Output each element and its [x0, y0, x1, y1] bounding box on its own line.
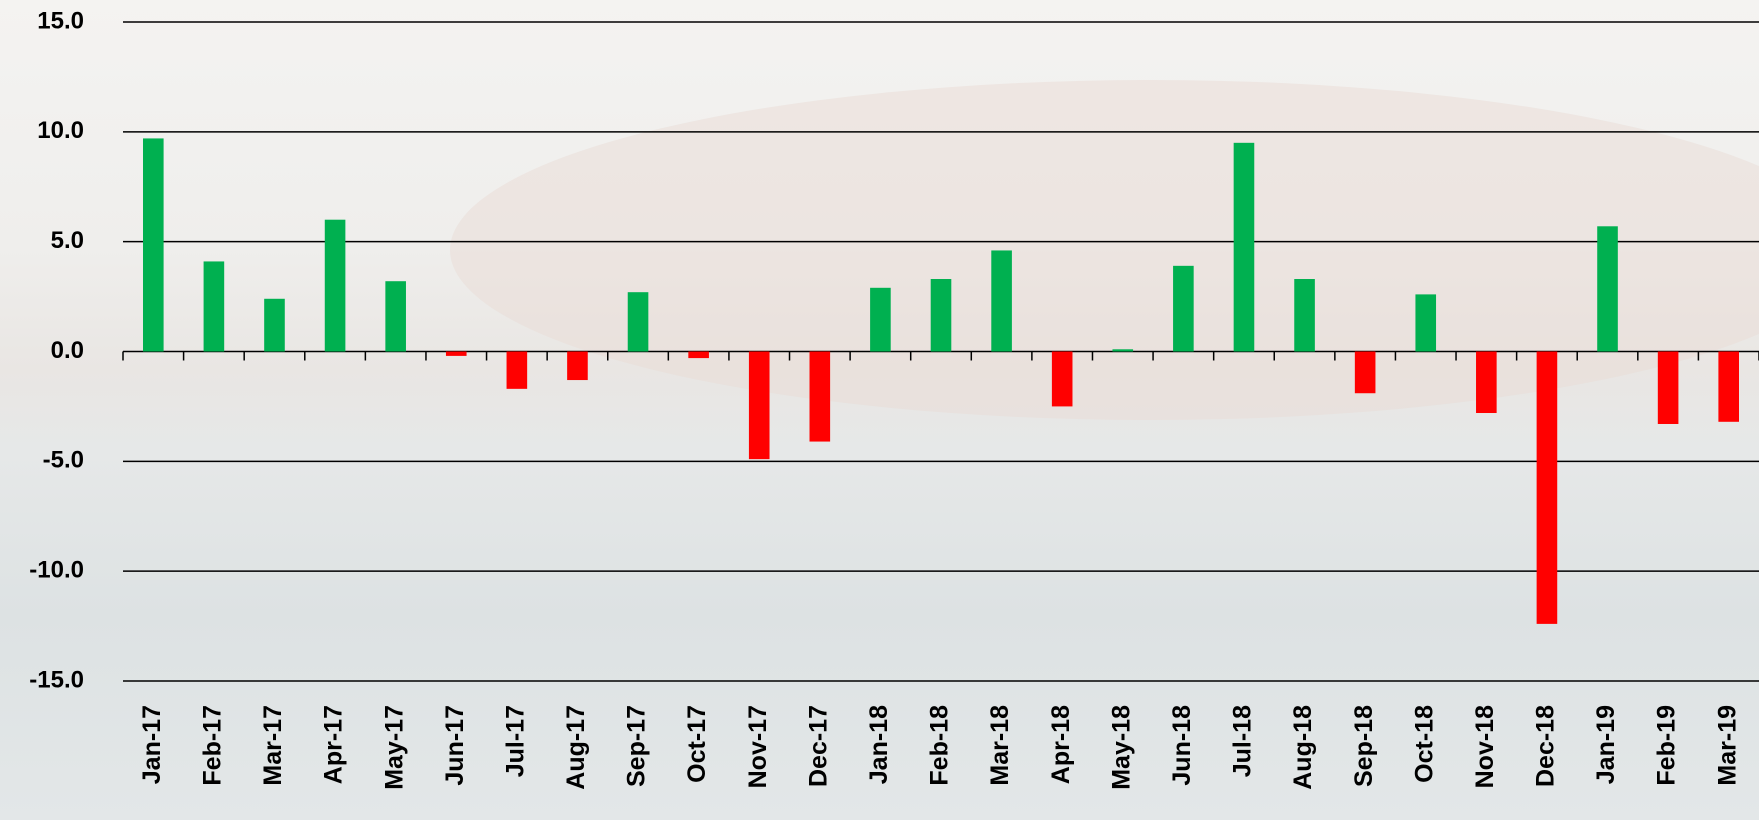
x-tick-label: Jul-17	[501, 705, 529, 777]
bar	[749, 352, 770, 460]
y-tick-label: 0.0	[51, 337, 84, 364]
bar	[567, 352, 588, 381]
bar	[1415, 294, 1436, 351]
x-tick-label: Feb-18	[926, 705, 954, 786]
x-tick-label: Sep-17	[623, 705, 651, 787]
x-tick-label: Mar-17	[259, 705, 287, 786]
x-tick-label: Feb-17	[198, 705, 226, 786]
bar	[1476, 352, 1497, 414]
page: {"chart_data": {"type": "bar", "categori…	[0, 0, 1759, 820]
background-ship	[450, 80, 1759, 420]
x-tick-label: Jun-17	[441, 705, 469, 786]
x-tick-label: May-17	[380, 705, 408, 790]
bar	[870, 288, 891, 352]
bar	[446, 352, 467, 356]
bar	[1718, 352, 1739, 422]
bar	[1537, 352, 1558, 624]
x-tick-label: Jan-17	[138, 705, 166, 784]
y-tick-label: -5.0	[43, 447, 84, 474]
bar	[1355, 352, 1376, 394]
bar	[1234, 143, 1255, 352]
x-tick-label: Jan-19	[1592, 705, 1620, 784]
y-tick-label: 5.0	[51, 227, 84, 254]
bar	[385, 281, 406, 351]
bar	[1294, 279, 1315, 351]
bar	[688, 352, 709, 359]
y-tick-label: -15.0	[29, 666, 84, 693]
x-tick-label: Jun-18	[1168, 705, 1196, 786]
x-tick-label: Oct-18	[1410, 705, 1438, 783]
bar	[204, 261, 225, 351]
bar	[931, 279, 952, 351]
x-tick-label: Feb-19	[1653, 705, 1681, 786]
bar	[810, 352, 831, 442]
y-tick-label: 10.0	[37, 117, 84, 144]
x-tick-label: Jul-18	[1229, 705, 1257, 777]
bar	[991, 250, 1012, 351]
x-tick-label: Jan-18	[865, 705, 893, 784]
bar	[264, 299, 285, 352]
bar	[628, 292, 649, 351]
bar	[1112, 349, 1133, 351]
bar	[143, 138, 164, 351]
bar	[1173, 266, 1194, 352]
bar	[1052, 352, 1073, 407]
x-tick-label: May-18	[1107, 705, 1135, 790]
y-tick-label: -10.0	[29, 557, 84, 584]
x-tick-label: Dec-17	[804, 705, 832, 787]
bar	[325, 220, 346, 352]
bar	[507, 352, 528, 389]
chart: -15.0 -10.0 -5.0 0.0 5.0 10.0 15.0 Jan-17 Feb-17…	[0, 0, 1759, 820]
x-tick-label: Apr-18	[1047, 705, 1075, 784]
x-tick-label: Oct-17	[683, 705, 711, 783]
x-tick-label: Apr-17	[320, 705, 348, 784]
y-tick-label: 15.0	[37, 7, 84, 34]
bar	[1658, 352, 1679, 424]
x-tick-label: Mar-18	[986, 705, 1014, 786]
x-tick-label: Nov-17	[744, 705, 772, 788]
x-tick-label: Dec-18	[1532, 705, 1560, 787]
x-tick-label: Aug-17	[562, 705, 590, 790]
x-tick-label: Mar-19	[1713, 705, 1741, 786]
x-tick-label: Nov-18	[1471, 705, 1499, 788]
x-tick-label: Sep-18	[1350, 705, 1378, 787]
x-tick-label: Aug-18	[1289, 705, 1317, 790]
bar	[1597, 226, 1618, 351]
